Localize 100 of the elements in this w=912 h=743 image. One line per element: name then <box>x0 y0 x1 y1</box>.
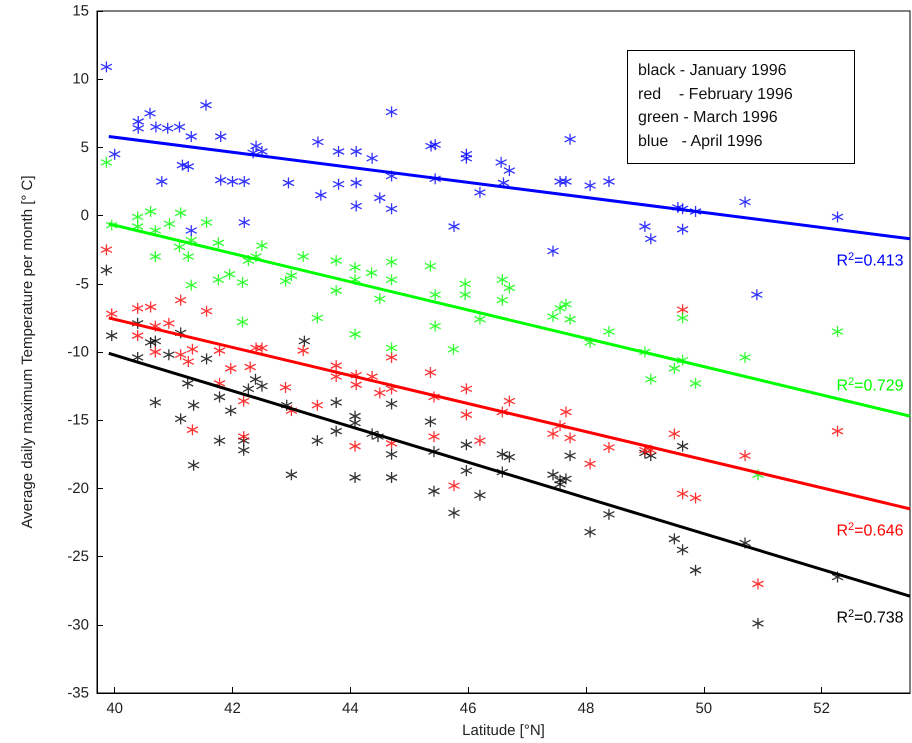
x-tick-label: 46 <box>460 700 476 717</box>
point <box>474 186 486 199</box>
point <box>200 304 213 318</box>
point <box>144 300 157 314</box>
point <box>428 430 440 443</box>
point <box>282 176 295 190</box>
point <box>246 146 260 160</box>
y-tick-label: 15 <box>72 2 89 20</box>
point <box>546 244 560 258</box>
point <box>156 175 168 188</box>
point <box>460 148 473 160</box>
x-tick-label: 48 <box>578 700 594 717</box>
point <box>460 382 473 395</box>
point <box>238 216 250 229</box>
point <box>348 440 362 452</box>
point <box>429 172 442 185</box>
x-tick-label: 44 <box>342 700 359 717</box>
x-tick-label: 42 <box>224 700 241 717</box>
point <box>350 176 362 190</box>
y-tick-label: -30 <box>67 616 89 634</box>
point <box>750 288 763 301</box>
point <box>150 120 162 134</box>
point <box>554 420 566 432</box>
point <box>831 424 844 438</box>
point <box>638 220 652 233</box>
point <box>182 355 194 368</box>
point <box>297 344 310 357</box>
point <box>238 430 250 443</box>
point <box>503 164 516 177</box>
point <box>602 441 616 454</box>
y-tick-label: -20 <box>67 480 89 497</box>
point <box>374 192 386 204</box>
point <box>350 369 362 382</box>
annotation: green - March 1996 <box>638 108 779 128</box>
point <box>385 382 398 395</box>
y-tick-label: -5 <box>76 275 89 292</box>
point <box>474 434 486 447</box>
y-tick-label: -25 <box>67 548 89 566</box>
y-tick-label: -15 <box>67 412 89 429</box>
point <box>738 450 752 462</box>
point <box>332 145 345 158</box>
point <box>385 170 398 182</box>
point <box>132 122 144 134</box>
point <box>186 343 199 356</box>
point <box>185 130 198 143</box>
point <box>424 140 438 152</box>
y-tick-label: 10 <box>72 70 89 88</box>
point <box>448 480 460 492</box>
point <box>584 458 596 470</box>
point <box>428 390 440 404</box>
point <box>149 346 162 358</box>
point <box>350 145 362 158</box>
point <box>214 130 227 143</box>
point <box>238 175 250 188</box>
point <box>366 152 378 164</box>
point <box>332 178 345 190</box>
point <box>460 152 473 164</box>
point <box>200 98 212 112</box>
point <box>174 348 187 361</box>
point <box>244 360 256 374</box>
point <box>238 394 250 408</box>
point <box>564 133 576 146</box>
point <box>503 394 516 408</box>
x-tick-label: 52 <box>813 700 830 717</box>
point <box>560 406 572 418</box>
point <box>100 244 113 256</box>
point <box>174 294 187 306</box>
point <box>385 202 398 215</box>
y-tick-label: 0 <box>80 207 89 224</box>
point <box>460 408 473 421</box>
point <box>564 432 576 444</box>
point <box>602 175 616 188</box>
point <box>314 188 328 202</box>
point <box>752 578 764 590</box>
point <box>226 175 239 188</box>
x-tick-label: 50 <box>695 700 712 717</box>
point <box>213 377 226 390</box>
point <box>385 106 398 118</box>
point <box>424 366 437 379</box>
point <box>584 179 596 192</box>
point <box>311 399 324 412</box>
point <box>173 120 186 134</box>
annotation: blue - April 1996 <box>638 132 764 152</box>
point <box>100 60 113 74</box>
point <box>676 488 689 500</box>
point <box>214 174 227 186</box>
point <box>185 224 198 237</box>
point <box>149 320 162 332</box>
point <box>644 232 657 245</box>
point <box>831 210 844 224</box>
point <box>429 138 442 151</box>
point <box>385 351 398 364</box>
point <box>186 424 199 436</box>
point <box>689 492 702 504</box>
x-tick-label: 40 <box>106 700 124 717</box>
point <box>213 344 226 357</box>
point <box>350 200 362 212</box>
point <box>144 107 156 120</box>
point <box>350 378 362 391</box>
point <box>312 136 324 148</box>
